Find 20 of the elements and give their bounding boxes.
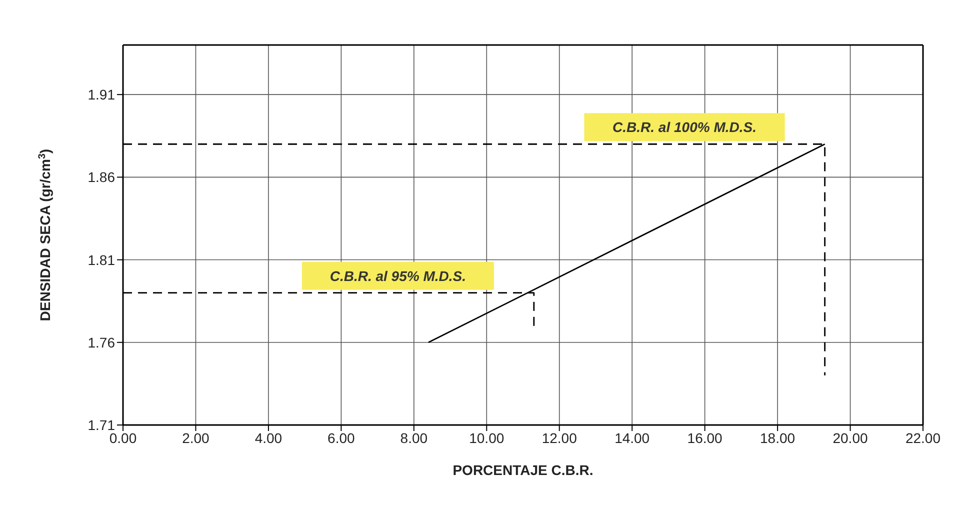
annotation: C.B.R. al 95% M.D.S.	[330, 268, 466, 284]
y-tick-label: 1.76	[88, 334, 116, 350]
y-tick-label: 1.86	[88, 169, 116, 186]
x-tick-label: 12.00	[542, 430, 578, 446]
x-tick-label: 4.00	[254, 430, 282, 446]
x-tick-label: 16.00	[687, 430, 723, 446]
note-label: C.B.R. al 95% M.D.S.	[302, 262, 494, 290]
x-tick-label: 22.00	[905, 430, 941, 446]
x-tick-label: 6.00	[328, 430, 356, 446]
x-tick-label: 14.00	[614, 430, 650, 446]
x-tick-label: 20.00	[832, 430, 868, 446]
x-tick-label: 10.00	[469, 430, 504, 446]
annotation: C.B.R. al 100% M.D.S.	[612, 119, 756, 136]
y-tick-label: 1.81	[88, 252, 116, 268]
x-tick-label: 2.00	[182, 430, 210, 446]
note-label: C.B.R. al 100% M.D.S.	[584, 113, 785, 142]
x-axis-title: PORCENTAJE C.B.R.	[452, 462, 594, 478]
x-tick-label: 18.00	[760, 430, 796, 446]
x-tick-label: 8.00	[400, 430, 428, 446]
y-tick-label: 1.91	[88, 86, 116, 103]
